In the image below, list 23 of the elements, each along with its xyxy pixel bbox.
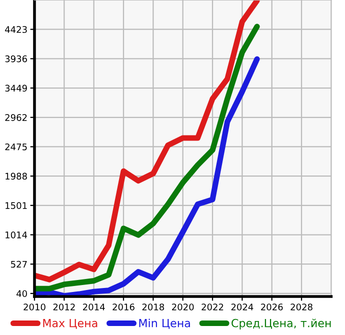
- y-tick-label: 3936: [5, 55, 27, 62]
- y-tick-label: 1014: [6, 232, 28, 238]
- y-tick-label: 1501: [6, 202, 27, 209]
- y-tick-label: 1988: [6, 172, 27, 180]
- legend-label: Min Цена: [139, 318, 190, 329]
- y-tick-label: 2475: [5, 143, 27, 150]
- x-tick-label: 2020: [172, 304, 194, 310]
- x-tick-label: 2022: [202, 304, 224, 310]
- y-tick-label: 40: [16, 290, 27, 298]
- y-tick-label: 4423: [5, 26, 27, 33]
- legend-label: Сред.Цена, т.йен: [232, 318, 331, 330]
- x-tick-label: 2010: [24, 304, 46, 310]
- y-tick-label: 527: [11, 260, 27, 268]
- x-tick-label: 2018: [142, 304, 164, 310]
- x-tick-label: 2026: [261, 304, 283, 310]
- y-tick-label: 3449: [5, 84, 27, 92]
- y-tick-label: 2962: [5, 114, 27, 121]
- legend-label: Max Цена: [43, 319, 98, 329]
- x-tick-label: 2024: [231, 304, 254, 310]
- x-tick-label: 2014: [83, 304, 105, 310]
- x-tick-label: 2028: [290, 304, 312, 310]
- x-tick-label: 2012: [53, 304, 75, 310]
- x-tick-label: 2016: [112, 304, 134, 310]
